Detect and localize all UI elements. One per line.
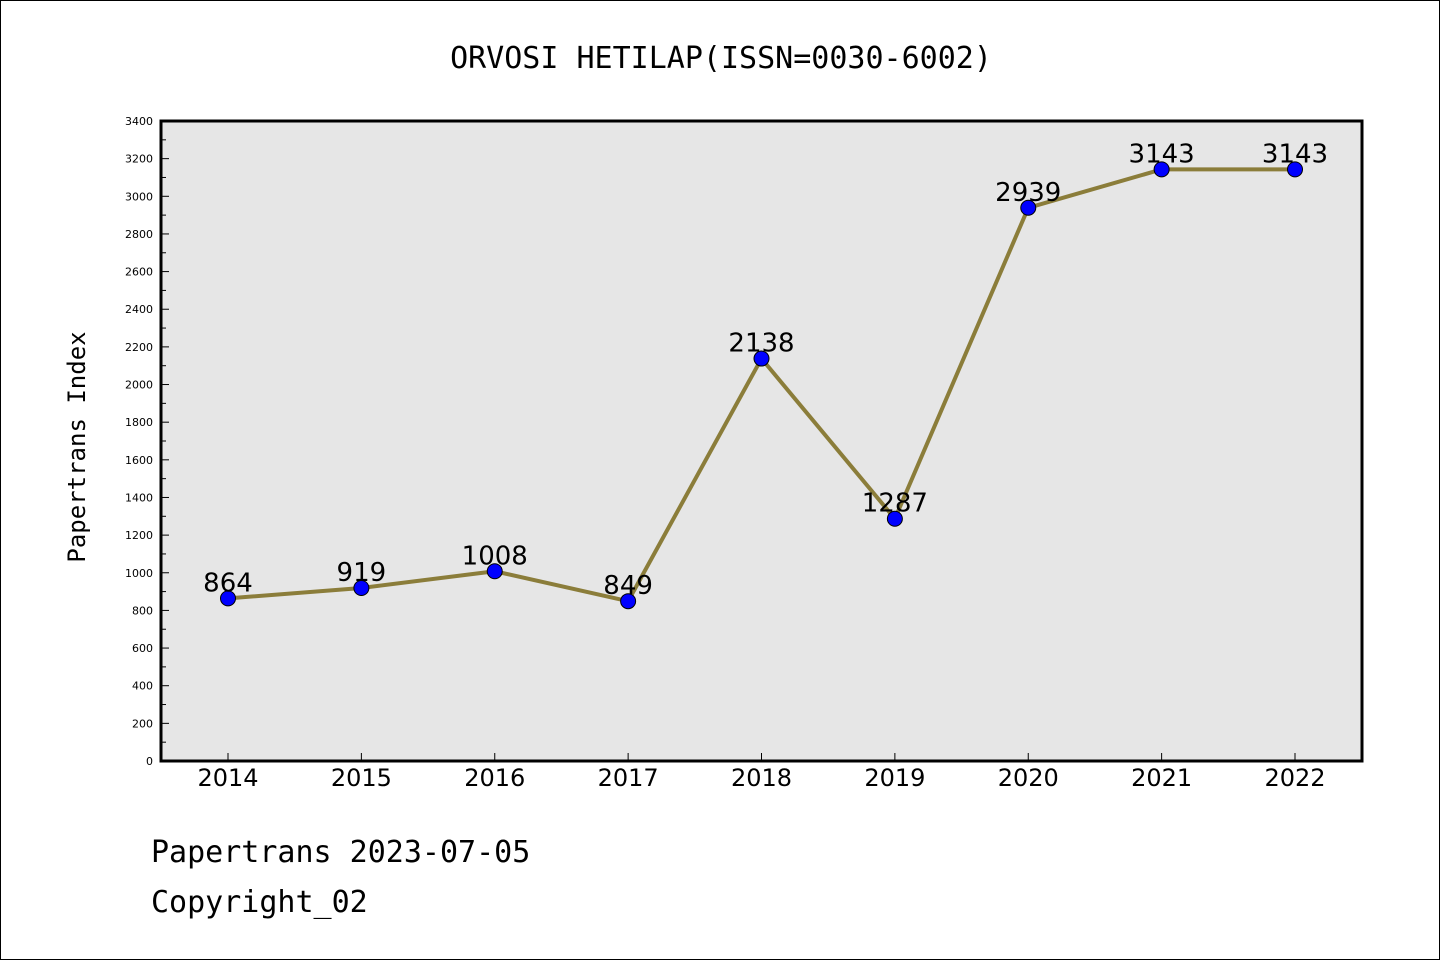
- data-label: 849: [603, 571, 653, 601]
- data-label: 1008: [462, 541, 528, 571]
- series-segment: [492, 569, 631, 604]
- series-segment: [759, 356, 897, 521]
- y-tick-label: 3400: [125, 115, 153, 128]
- series-line: [226, 167, 1297, 604]
- y-tick-label: 600: [132, 642, 153, 655]
- y-tick-label: 2600: [125, 266, 153, 279]
- series-segment: [226, 586, 364, 601]
- chart-title: ORVOSI HETILAP(ISSN=0030-6002): [450, 41, 992, 76]
- y-tick-label: 1000: [125, 567, 153, 580]
- x-tick-label: 2021: [1131, 764, 1192, 792]
- series-markers: [220, 161, 1303, 610]
- data-point: [486, 563, 503, 580]
- data-labels: 864 919 1008 849 2138 1287 2939 3143 3143: [203, 139, 1328, 601]
- x-tick-label: 2015: [331, 764, 392, 792]
- footer-date: Papertrans 2023-07-05: [151, 835, 531, 870]
- data-point: [1287, 161, 1303, 178]
- y-tick-label: 0: [146, 755, 153, 768]
- data-label: 864: [203, 568, 253, 598]
- y-tick-label: 1400: [125, 491, 153, 504]
- x-tick-label: 2022: [1264, 764, 1325, 792]
- data-point: [1153, 161, 1170, 178]
- y-tick-label: 3000: [125, 190, 153, 203]
- y-tick-label: 2400: [125, 303, 153, 316]
- data-label: 2939: [995, 178, 1061, 208]
- x-tick-label: 2017: [598, 764, 659, 792]
- y-tick-label: 1600: [125, 454, 153, 467]
- x-tick-label: 2019: [864, 764, 925, 792]
- x-tick-label: 2020: [998, 764, 1059, 792]
- y-tick-label: 200: [132, 717, 153, 730]
- footer-copyright: Copyright_02: [151, 885, 368, 920]
- y-tick-label: 800: [132, 604, 153, 617]
- data-point: [620, 593, 637, 610]
- data-point: [220, 590, 236, 607]
- x-tick-label: 2016: [464, 764, 525, 792]
- x-tick-label: 2018: [731, 764, 792, 792]
- data-point: [353, 580, 370, 597]
- series-segment: [359, 569, 497, 591]
- y-tick-label: 2800: [125, 228, 153, 241]
- data-point: [886, 510, 903, 527]
- data-point: [1020, 199, 1037, 216]
- data-label: 3143: [1262, 139, 1328, 169]
- data-label: 3143: [1129, 139, 1195, 169]
- series-segment: [626, 356, 764, 604]
- data-point: [753, 350, 770, 367]
- x-axis: 2014 2015 2016 2017 2018 2019 2020 2021 2022: [197, 753, 1326, 792]
- series-segment: [1026, 167, 1164, 210]
- data-label: 919: [337, 558, 387, 588]
- series-segment: [892, 205, 1031, 521]
- x-tick-label: 2014: [197, 764, 258, 792]
- data-label: 1287: [862, 489, 928, 519]
- y-axis-label: Papertrans Index: [63, 331, 91, 562]
- y-tick-label: 2200: [125, 341, 153, 354]
- y-tick-label: 1200: [125, 529, 153, 542]
- y-axis: 0 200 400 600 800 1000 1200 1400 1600 1800 2000 220…: [125, 115, 169, 768]
- y-tick-label: 1800: [125, 416, 153, 429]
- data-label: 2138: [728, 329, 794, 359]
- y-tick-label: 2000: [125, 379, 153, 392]
- y-tick-label: 400: [132, 680, 153, 693]
- plot-area: [159, 119, 1364, 763]
- y-tick-label: 3200: [125, 153, 153, 166]
